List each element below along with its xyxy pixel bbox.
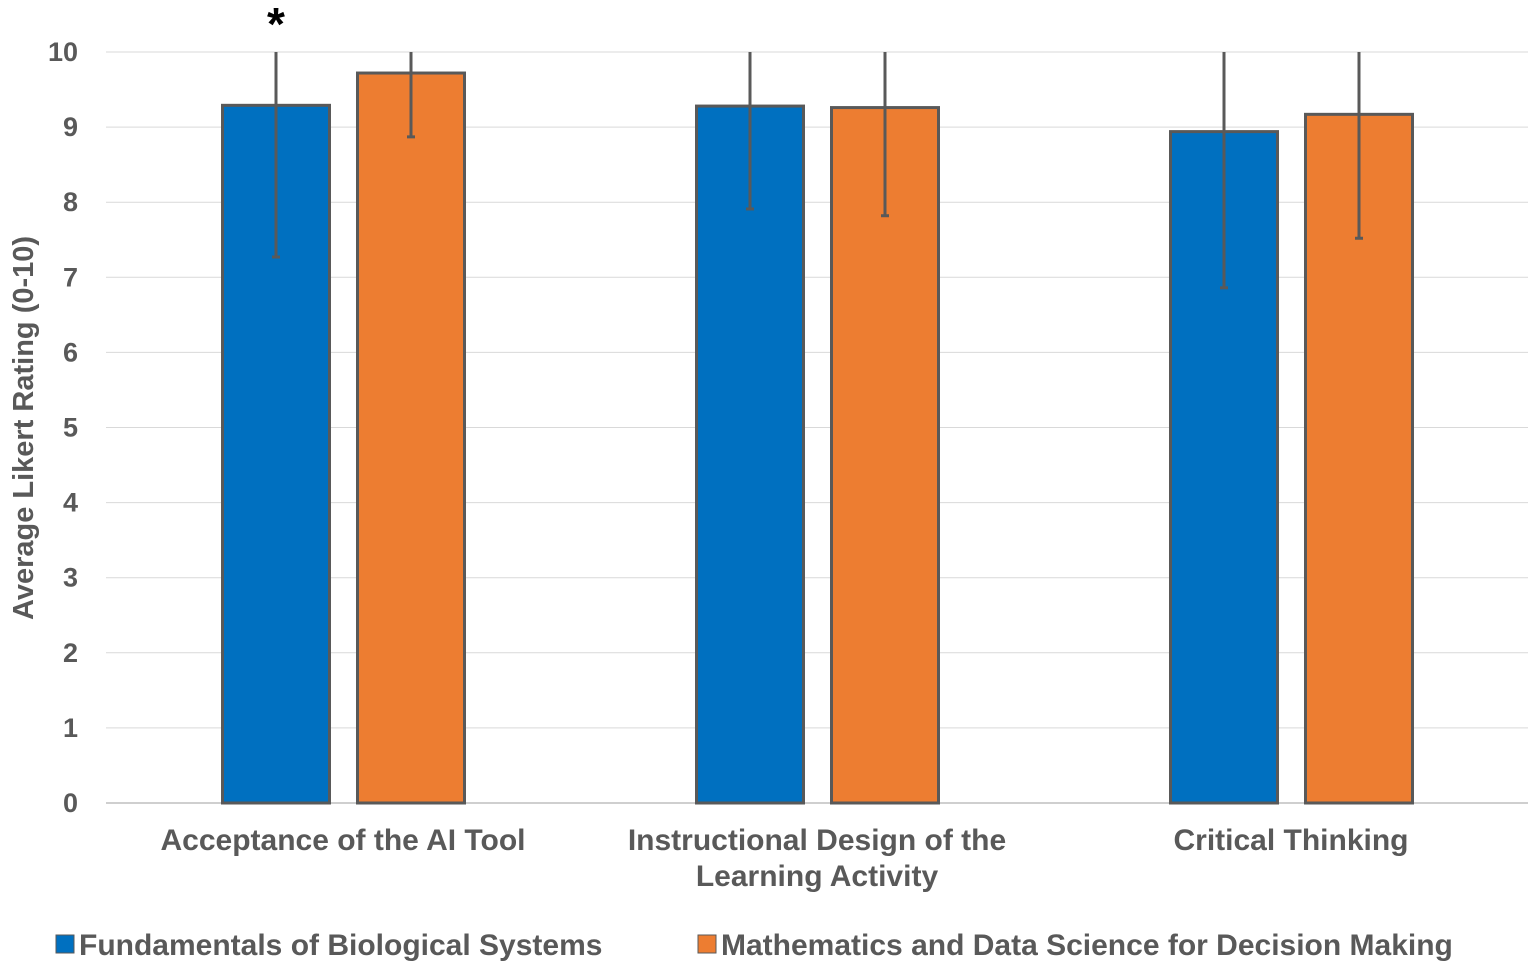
y-tick-label: 0 [63, 788, 78, 818]
bar [356, 71, 466, 805]
x-category-label: Learning Activity [696, 860, 939, 893]
bar [830, 106, 940, 805]
legend: Fundamentals of Biological Systems Mathem… [55, 929, 1453, 962]
y-tick-label: 5 [63, 413, 78, 443]
y-tick-label: 6 [63, 337, 78, 367]
x-category-label: Acceptance of the AI Tool [160, 824, 525, 857]
x-category-label: Critical Thinking [1173, 824, 1408, 857]
bars [221, 71, 1414, 805]
y-tick-label: 7 [63, 262, 78, 292]
y-axis-label: Average Likert Rating (0-10) [8, 236, 40, 620]
y-tick-label: 1 [63, 713, 78, 743]
y-tick-label: 4 [63, 488, 78, 518]
legend-label: Fundamentals of Biological Systems [79, 929, 602, 962]
x-axis-categories: Acceptance of the AI Tool Instructional D… [160, 824, 1408, 893]
significance-asterisk: * [267, 0, 285, 50]
y-axis-ticks: 0 1 2 3 4 5 6 7 8 9 10 [48, 37, 78, 818]
bar [695, 104, 805, 805]
error-bars [272, 52, 1363, 290]
y-tick-label: 3 [63, 563, 78, 593]
y-tick-label: 2 [63, 638, 78, 668]
y-tick-label: 10 [48, 37, 78, 67]
x-category-label: Instructional Design of the [628, 824, 1006, 857]
y-tick-label: 9 [63, 112, 78, 142]
legend-swatch [697, 934, 717, 954]
annotations: * [267, 0, 285, 50]
legend-label: Mathematics and Data Science for Decisio… [721, 929, 1453, 962]
gridlines [106, 51, 1528, 804]
y-tick-label: 8 [63, 187, 78, 217]
legend-swatch [55, 934, 75, 954]
